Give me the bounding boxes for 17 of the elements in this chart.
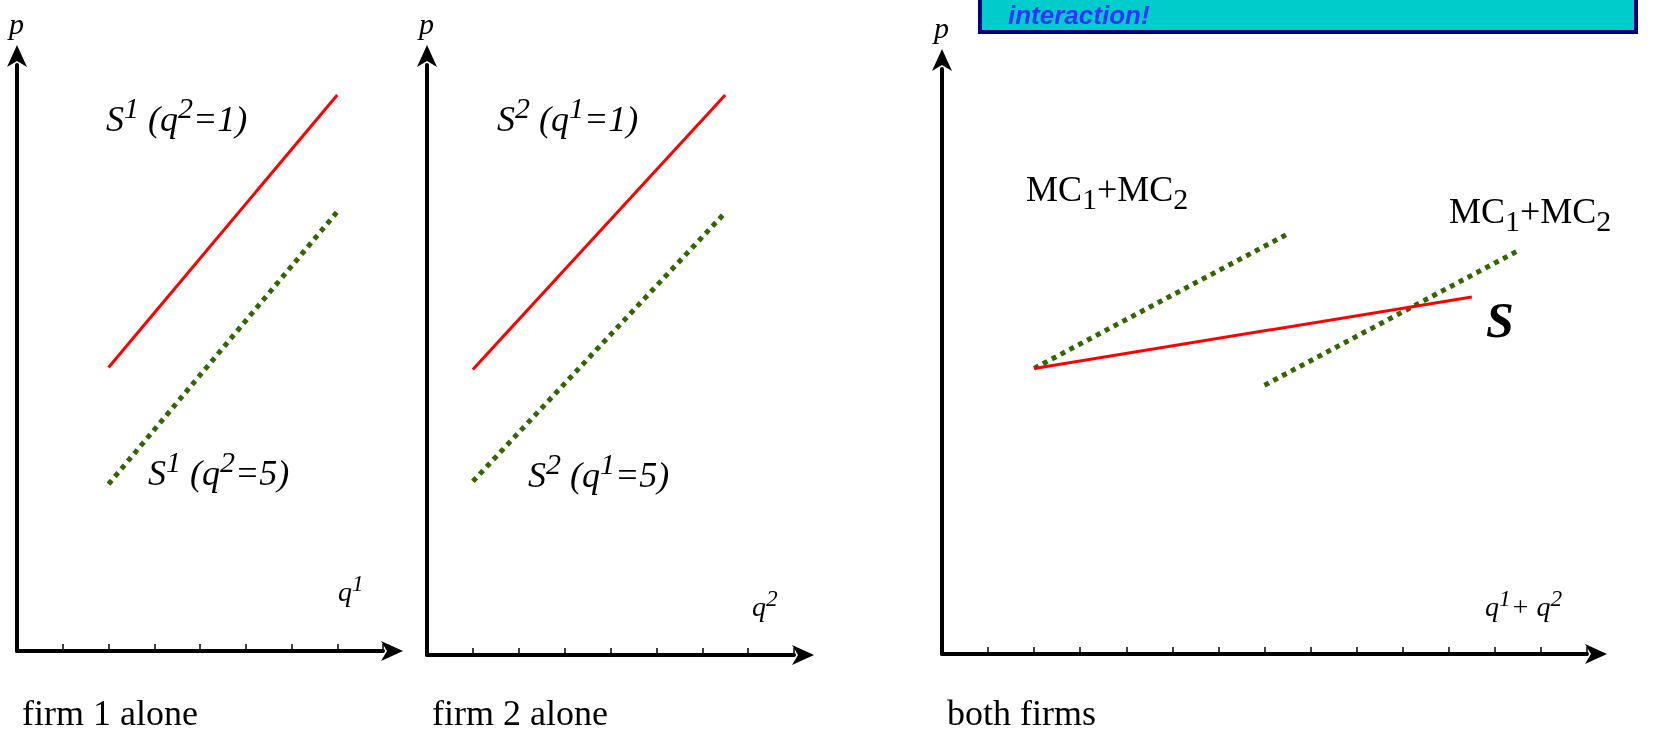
y-axis-title: p bbox=[419, 7, 434, 41]
text: both firms bbox=[947, 693, 1096, 733]
text: firm 2 alone bbox=[432, 693, 608, 733]
annotation: S$^{1}$ (q$^{2}$=5) bbox=[148, 444, 290, 495]
text: firm 1 alone bbox=[22, 693, 198, 733]
text: interaction! bbox=[1008, 0, 1150, 30]
x-axis-title: q$^{1}$+ q$^{2}$ bbox=[1485, 585, 1563, 624]
y-axis-title: p bbox=[934, 11, 949, 45]
annotation: S$^{2}$ (q$^{1}$=5) bbox=[528, 446, 670, 497]
y-axis-title: p bbox=[9, 7, 24, 41]
annotation: MC$_{1}$+MC$_{2}$ bbox=[1449, 190, 1612, 240]
text: MC$_{1}$+MC$_{2}$ bbox=[1026, 168, 1189, 218]
annotation: S$^{1}$ (q$^{2}$=1) bbox=[106, 90, 248, 141]
annotation: S$^{2}$ (q$^{1}$=1) bbox=[497, 90, 639, 141]
x-axis-title: q$^{1}$ bbox=[338, 570, 364, 609]
x-axis-title: q$^{2}$ bbox=[752, 585, 778, 624]
annotation: S bbox=[1486, 291, 1514, 350]
